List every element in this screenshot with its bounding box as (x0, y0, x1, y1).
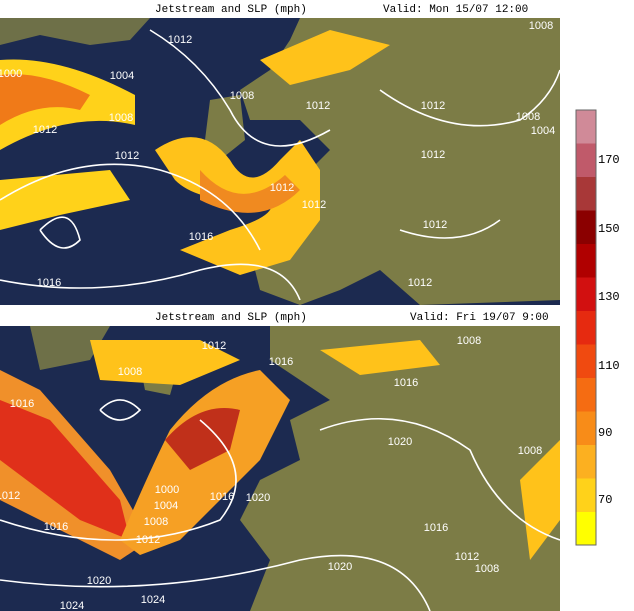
colorbar-swatch (576, 177, 596, 211)
isobar-label: 1012 (408, 277, 432, 289)
map-top (0, 18, 561, 305)
colorbar-swatch (576, 512, 596, 546)
isobar-label: 1016 (189, 231, 213, 243)
isobar-label: 1012 (202, 340, 226, 352)
colorbar-swatch (576, 143, 596, 177)
isobar-label: 1024 (60, 600, 84, 611)
isobar-label: 1000 (155, 484, 179, 496)
isobar-label: 1016 (37, 277, 61, 289)
colorbar-label: 90 (598, 426, 612, 440)
isobar-label: 1016 (10, 398, 34, 410)
isobar-label: 1008 (230, 90, 254, 102)
isobar-label: 1012 (33, 124, 57, 136)
colorbar-label: 170 (598, 153, 620, 167)
colorbar-frame (575, 109, 597, 546)
colorbar-swatch (576, 411, 596, 445)
isobar-label: 1020 (87, 575, 111, 587)
colorbar-swatch (576, 244, 596, 278)
isobar-label: 1012 (421, 100, 445, 112)
isobar-label: 1012 (168, 34, 192, 46)
colorbar-swatch (576, 445, 596, 479)
panel-title: Jetstream and SLP (mph) (155, 4, 307, 16)
colorbar-label: 70 (598, 493, 612, 507)
isobar-label: 1020 (246, 492, 270, 504)
isobar-label: 1012 (423, 219, 447, 231)
isobar-label: 1016 (269, 356, 293, 368)
title-bar (0, 305, 560, 326)
isobar-label: 1012 (306, 100, 330, 112)
isobar-label: 1008 (144, 516, 168, 528)
colorbar-swatch (576, 344, 596, 378)
isobar-label: 1016 (394, 377, 418, 389)
panel-valid: Valid: Fri 19/07 9:00 (410, 312, 549, 324)
isobar-label: 1012 (115, 150, 139, 162)
colorbar-swatch (576, 478, 596, 512)
colorbar-swatch (576, 210, 596, 244)
colorbar-swatch (576, 378, 596, 412)
isobar-label: 1008 (516, 111, 540, 123)
colorbar-swatch (576, 277, 596, 311)
isobar-label: 1012 (0, 490, 20, 502)
isobar-label: 1008 (518, 445, 542, 457)
title-bar (0, 0, 560, 18)
colorbar: 170 150 130 110 90 70 (575, 109, 620, 546)
isobar-label: 1008 (109, 112, 133, 124)
isobar-label: 1012 (302, 199, 326, 211)
isobar-label: 1008 (529, 20, 553, 32)
isobar-label: 1008 (118, 366, 142, 378)
isobar-label: 1012 (136, 534, 160, 546)
isobar-label: 1012 (455, 551, 479, 563)
isobar-label: 1012 (270, 182, 294, 194)
isobar-label: 1000 (0, 68, 22, 80)
isobar-label: 1008 (457, 335, 481, 347)
isobar-label: 1020 (328, 561, 352, 573)
map-bottom (0, 326, 561, 611)
isobar-label: 1004 (154, 500, 178, 512)
colorbar-swatch (576, 110, 596, 144)
isobar-label: 1020 (388, 436, 412, 448)
isobar-label: 1016 (424, 522, 448, 534)
isobar-label: 1024 (141, 594, 165, 606)
panel-title: Jetstream and SLP (mph) (155, 312, 307, 324)
isobar-label: 1004 (110, 70, 134, 82)
isobar-label: 1008 (475, 563, 499, 575)
isobar-label: 1016 (44, 521, 68, 533)
colorbar-swatch (576, 311, 596, 345)
colorbar-label: 130 (598, 290, 620, 304)
colorbar-label: 150 (598, 222, 620, 236)
isobar-label: 1004 (531, 125, 555, 137)
isobar-label: 1016 (210, 491, 234, 503)
panel-valid: Valid: Mon 15/07 12:00 (383, 4, 528, 16)
isobar-label: 1012 (421, 149, 445, 161)
colorbar-label: 110 (598, 359, 620, 373)
